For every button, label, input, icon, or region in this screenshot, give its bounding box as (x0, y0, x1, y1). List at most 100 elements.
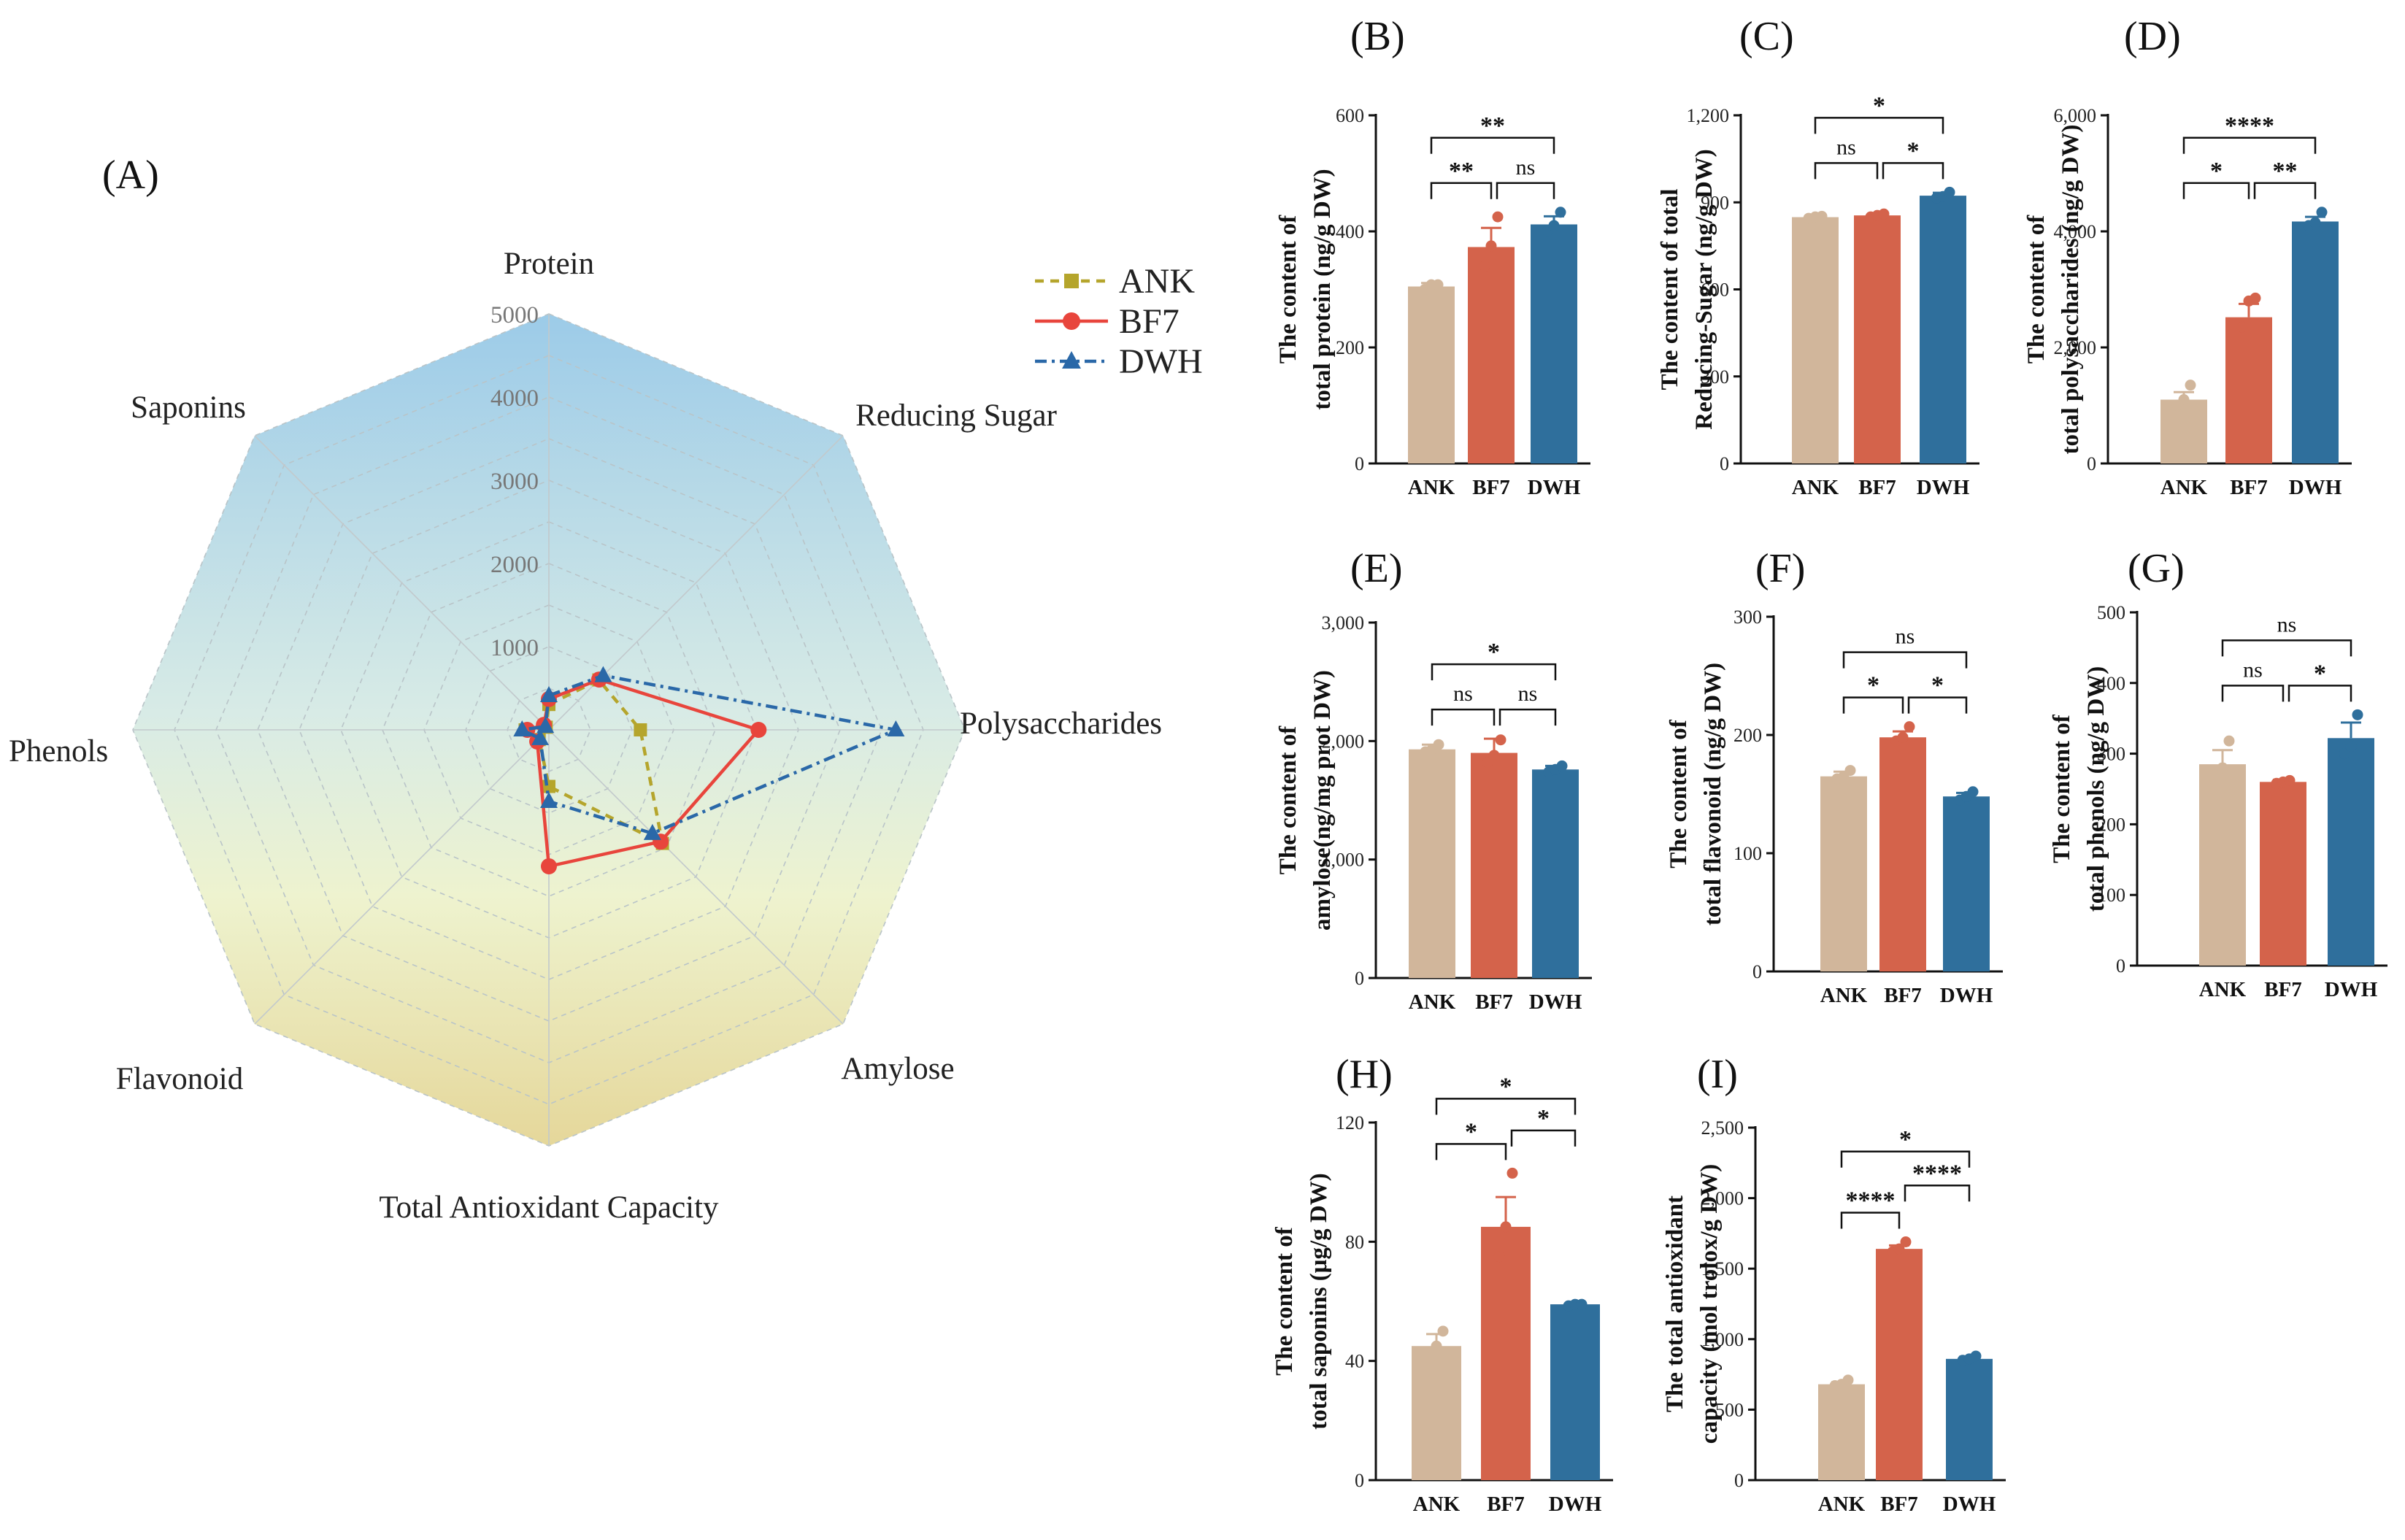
x-tick-label: BF7 (1880, 1493, 1918, 1516)
legend-label-ank: ANK (1119, 262, 1195, 301)
y-tick-label: 1,200 (1687, 105, 1730, 126)
radar-point-dwh (594, 666, 612, 682)
x-tick-label: DWH (1943, 1493, 1996, 1516)
y-tick-label: 120 (1336, 1112, 1364, 1133)
radar-grid-ring (299, 480, 799, 980)
significance-bracket (1842, 696, 1904, 714)
bar-ank (1818, 1384, 1865, 1480)
bar-panel-b: (B) 0 200 400 600 The content of total protein… (1275, 14, 1590, 499)
data-point (1576, 1298, 1588, 1310)
x-tick-label: DWH (1917, 476, 1970, 499)
bar-dwh (2292, 221, 2339, 463)
panel-label-a: (A) (102, 153, 159, 198)
y-tick-label: 0 (1752, 961, 1762, 982)
x-tick-label: ANK (1792, 476, 1839, 499)
data-point (1900, 1236, 1912, 1247)
data-point (1897, 731, 1909, 743)
bar-bf7 (1854, 215, 1901, 463)
significance-bracket (1431, 708, 1496, 726)
significance-bracket (1510, 1129, 1577, 1147)
significance-bracket (1840, 1212, 1901, 1229)
significance-bracket (1882, 162, 1944, 180)
y-tick-label: 0 (1720, 453, 1729, 474)
radar-axis-label: Phenols (9, 734, 108, 769)
x-tick-label: ANK (2199, 978, 2247, 1001)
y-axis-label-line2: total polysaccharides (ng/g DW) (2058, 125, 2084, 455)
data-point (1970, 1350, 1982, 1362)
radar-axis-label: Reducing Sugar (855, 399, 1057, 433)
radar-axis-label: Protein (504, 247, 594, 281)
radar-point-dwh (643, 823, 661, 840)
y-tick-label: 400 (1336, 221, 1364, 242)
y-tick-label: 300 (2097, 744, 2125, 765)
data-point (1492, 211, 1504, 223)
y-axis-label-line1: The content of (1271, 1226, 1298, 1375)
significance-label: ** (2273, 158, 2298, 185)
data-point (2339, 748, 2350, 760)
bar-panel-f: (F) 0 100 200 300 The content of total flavono… (1666, 546, 2003, 1007)
radar-point-bf7 (750, 722, 767, 738)
panel-label-c: (C) (1739, 14, 1794, 59)
data-point (2345, 741, 2357, 752)
y-tick-label: 600 (1336, 105, 1364, 126)
y-tick-label: 6,000 (2054, 105, 2097, 126)
radar-grid-ring (174, 355, 924, 1105)
significance-bracket (1840, 1150, 1971, 1168)
y-axis-label-line2: total phenols (ng/g DW) (2083, 666, 2109, 912)
radar-axis-label: Saponins (131, 390, 246, 425)
radar-point-dwh (540, 686, 558, 703)
bar-bf7 (1876, 1249, 1923, 1480)
data-point (1485, 240, 1497, 252)
data-point (2352, 709, 2363, 720)
data-point (1479, 261, 1490, 272)
bar-bf7 (2225, 317, 2272, 463)
x-tick-label: ANK (2160, 476, 2208, 499)
significance-label: * (1500, 1073, 1512, 1100)
y-tick-label: 600 (1701, 280, 1729, 301)
y-tick-label: 2,000 (1322, 731, 1365, 752)
data-point (1904, 721, 1915, 733)
x-tick-label: DWH (1529, 990, 1582, 1014)
significance-label: * (2210, 158, 2223, 185)
y-tick-label: 300 (1733, 607, 1762, 628)
data-point (2316, 207, 2328, 218)
legend-marker-dwh (1062, 351, 1081, 369)
significance-label: * (1488, 639, 1500, 666)
data-point (1878, 208, 1890, 220)
significance-label: ns (1518, 682, 1538, 706)
significance-bracket (1907, 696, 1968, 714)
y-axis-label-line2: Reducing-Sugar (ng/g DW) (1691, 149, 1717, 429)
x-tick-label: BF7 (1487, 1493, 1525, 1516)
legend-label-dwh: DWH (1119, 342, 1203, 381)
radar-spoke (548, 729, 844, 1025)
bar-panel-c: (C) 0 300 600 900 1,200 The content of total Re… (1657, 14, 1979, 499)
significance-label: * (2314, 660, 2326, 687)
y-tick-label: 2,000 (2054, 337, 2097, 358)
panel-label-h: (H) (1336, 1052, 1393, 1097)
data-point (1482, 757, 1493, 769)
significance-bracket (1814, 117, 1944, 134)
bar-panel-d: (D) 0 2,000 4,000 6,000 The content of total p… (2023, 14, 2352, 499)
y-tick-label: 80 (1345, 1231, 1364, 1252)
x-tick-label: DWH (1528, 476, 1581, 499)
bar-ank (1408, 286, 1455, 463)
x-tick-label: DWH (2325, 978, 2378, 1001)
significance-bracket (2182, 182, 2250, 199)
significance-bracket (1842, 651, 1968, 669)
bar-bf7 (1481, 1226, 1531, 1480)
y-tick-label: 1,000 (1701, 1329, 1744, 1350)
radar-axis-label: Polysaccharides (960, 707, 1162, 741)
data-point (1432, 279, 1444, 290)
y-tick-label: 0 (1355, 1470, 1364, 1491)
bar-panel-h: (H) 0 40 80 120 The content of total saponins … (1271, 1052, 1613, 1516)
significance-bracket (1435, 1143, 1507, 1160)
data-point (1548, 220, 1560, 231)
radar-grid-ring (257, 438, 841, 1022)
radar-chart: (A) 1000 2000 3000 4000 5000 Protein Reducing S… (9, 153, 1203, 1225)
y-tick-label: 2,000 (1701, 1188, 1744, 1209)
significance-label: ns (1516, 155, 1536, 180)
y-tick-label: 500 (2097, 602, 2125, 623)
significance-bracket (1431, 663, 1557, 681)
x-tick-label: BF7 (1472, 476, 1510, 499)
